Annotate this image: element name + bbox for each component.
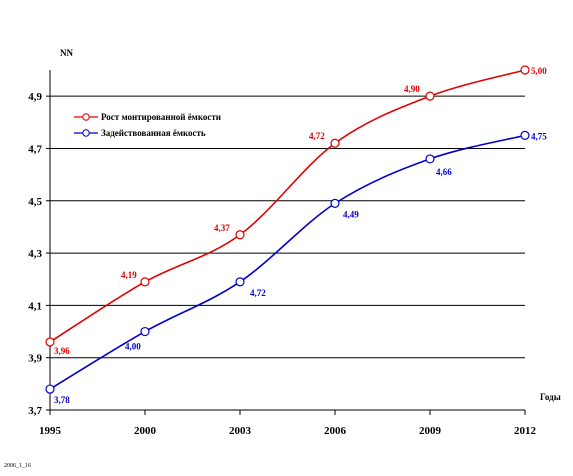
data-label: 3,78 <box>54 395 70 405</box>
data-label: 4,00 <box>125 342 141 352</box>
data-point <box>45 337 55 347</box>
legend-marker-2 <box>82 129 90 137</box>
legend: Рост монтированной ёмкости Задействованн… <box>70 105 225 141</box>
data-label: 4,19 <box>121 270 137 280</box>
data-label: 5,00 <box>531 66 547 76</box>
data-point <box>425 154 435 164</box>
data-label: 4,75 <box>531 131 547 141</box>
data-label: 4,72 <box>309 131 325 141</box>
y-tick-label: 4,1 <box>28 300 42 312</box>
x-tick-label: 2009 <box>419 425 442 437</box>
y-tick-label: 4,9 <box>28 91 42 103</box>
data-label: 3,96 <box>54 346 70 356</box>
data-point <box>330 138 340 148</box>
x-tick-label: 2012 <box>514 425 537 437</box>
data-point <box>140 277 150 287</box>
data-label: 4,90 <box>404 84 420 94</box>
series-group: 3,96 4,19 4,37 4,72 4,90 5,00 3,78 4,00 4,72 4,49… <box>45 65 547 405</box>
y-tick-label: 4,3 <box>28 248 42 260</box>
legend-box <box>70 105 225 141</box>
data-label: 4,66 <box>436 167 452 177</box>
data-point <box>235 230 245 240</box>
data-label: 4,37 <box>214 223 230 233</box>
y-axis-label: NN <box>60 48 73 58</box>
x-tick-label: 2006 <box>324 425 347 437</box>
y-tick-label: 3,9 <box>28 353 42 365</box>
data-point <box>330 198 340 208</box>
legend-label-1: Рост монтированной ёмкости <box>101 112 221 122</box>
data-label: 4,49 <box>343 209 359 219</box>
series-line-2 <box>49 134 526 390</box>
gridlines <box>50 95 525 359</box>
y-tick-label: 4,5 <box>28 196 42 208</box>
data-point <box>45 384 55 394</box>
x-tick-label: 2000 <box>134 425 157 437</box>
data-point <box>425 91 435 101</box>
footnote: 2006_1_16 <box>4 463 31 469</box>
data-point <box>235 277 245 287</box>
axes <box>46 70 526 415</box>
tick-labels: 3,7 3,9 4,1 4,3 4,5 4,7 4,9 1995 2000 2003 2006 200… <box>28 91 536 437</box>
x-tick-label: 2003 <box>229 425 252 437</box>
data-point <box>520 130 530 140</box>
y-tick-label: 4,7 <box>28 143 42 155</box>
x-tick-label: 1995 <box>39 425 62 437</box>
x-axis-label: Годы <box>540 392 561 402</box>
data-point <box>520 65 530 75</box>
legend-label-2: Задействованная ёмкость <box>101 128 206 138</box>
y-tick-label: 3,7 <box>28 405 42 417</box>
data-label: 4,72 <box>250 288 266 298</box>
legend-marker-1 <box>82 113 90 121</box>
data-point <box>140 326 150 337</box>
